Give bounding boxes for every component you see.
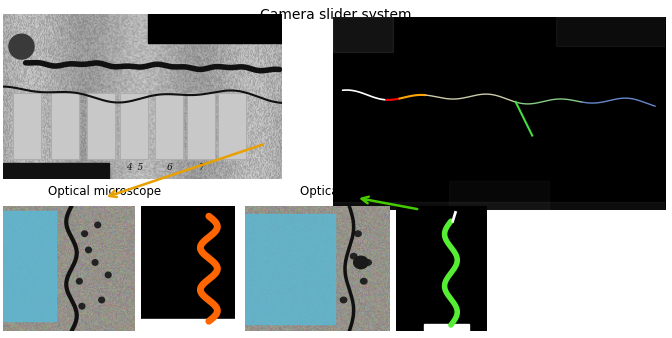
- Text: 3: 3: [98, 163, 104, 172]
- Circle shape: [355, 231, 361, 237]
- Bar: [51, 93, 79, 159]
- Text: 7: 7: [198, 163, 204, 172]
- Bar: [187, 93, 215, 159]
- Bar: [155, 93, 183, 159]
- Text: 4  5: 4 5: [126, 163, 143, 172]
- Bar: [3, 211, 56, 321]
- Text: 1: 1: [24, 163, 30, 172]
- Circle shape: [361, 279, 367, 284]
- Bar: [155, 93, 183, 159]
- Bar: [51, 93, 79, 159]
- Bar: [333, 17, 392, 52]
- Bar: [187, 93, 215, 159]
- Bar: [333, 202, 665, 210]
- Bar: [449, 180, 549, 210]
- Circle shape: [92, 260, 98, 265]
- Bar: [87, 93, 115, 159]
- Bar: [13, 93, 41, 159]
- Circle shape: [340, 297, 347, 303]
- Bar: [13, 93, 41, 159]
- Bar: [218, 93, 246, 159]
- Bar: [141, 319, 235, 331]
- Bar: [3, 163, 110, 179]
- Circle shape: [77, 279, 82, 284]
- Circle shape: [353, 256, 368, 269]
- Circle shape: [79, 304, 85, 309]
- Bar: [218, 93, 246, 159]
- Circle shape: [106, 272, 111, 278]
- Circle shape: [85, 247, 91, 253]
- Circle shape: [99, 297, 105, 303]
- Bar: [245, 214, 335, 324]
- Bar: [149, 14, 282, 43]
- Bar: [556, 17, 665, 46]
- Circle shape: [82, 231, 87, 237]
- Text: Camera slider system: Camera slider system: [260, 8, 412, 22]
- Ellipse shape: [9, 34, 34, 59]
- Bar: [423, 324, 469, 331]
- Circle shape: [365, 260, 371, 265]
- Circle shape: [351, 254, 357, 259]
- Circle shape: [95, 222, 101, 228]
- Bar: [120, 93, 149, 159]
- Text: 6: 6: [167, 163, 172, 172]
- Bar: [87, 93, 115, 159]
- Text: Optical microscope: Optical microscope: [300, 185, 413, 198]
- Text: Optical microscope: Optical microscope: [48, 185, 161, 198]
- Bar: [120, 93, 149, 159]
- Text: 2: 2: [62, 163, 68, 172]
